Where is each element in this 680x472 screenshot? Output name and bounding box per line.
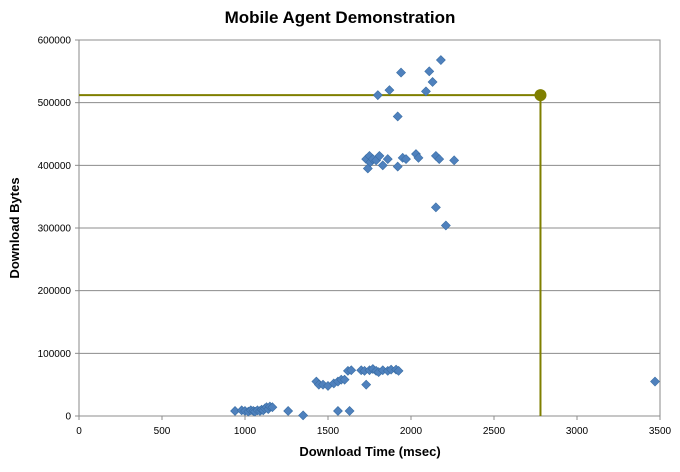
x-tick-label: 3500 [649, 426, 672, 437]
data-point [413, 152, 424, 163]
x-tick-label: 1500 [317, 426, 340, 437]
data-point [427, 77, 438, 87]
data-point [374, 151, 385, 161]
x-tick-label: 2500 [483, 426, 506, 437]
data-point [440, 220, 451, 231]
data-point [346, 365, 357, 376]
data-point [392, 161, 403, 172]
y-tick-labels: 0 100000 200000 300000 400000 500000 600000 [38, 36, 72, 423]
y-axis-label: Download Bytes [7, 177, 22, 278]
x-axis-label: Download Time (msec) [299, 444, 440, 459]
data-point [396, 67, 406, 78]
highlight-point [534, 89, 547, 102]
data-point [298, 410, 309, 421]
data-point [361, 379, 372, 390]
data-point [401, 154, 411, 164]
data-points [230, 55, 660, 421]
x-tick-label: 1000 [234, 426, 257, 437]
data-point [333, 406, 343, 416]
data-point [283, 406, 294, 416]
x-tick-label: 3000 [566, 426, 589, 437]
data-point [421, 86, 431, 97]
x-tick-labels: 0 500 1000 1500 2000 2500 3000 3500 [76, 426, 671, 437]
data-point [392, 111, 403, 122]
chart-title: Mobile Agent Demonstration [225, 8, 456, 27]
data-point [449, 155, 460, 166]
highlight-lines [79, 94, 542, 416]
data-point [393, 365, 404, 376]
data-point [382, 154, 393, 164]
y-tick-label: 0 [65, 412, 71, 423]
data-point [372, 90, 383, 101]
data-point [267, 402, 278, 413]
x-tick-label: 500 [154, 426, 171, 437]
data-point [384, 85, 395, 96]
y-tick-label: 600000 [38, 36, 72, 47]
data-point [434, 154, 445, 164]
data-point [430, 202, 441, 213]
y-tick-label: 300000 [38, 224, 72, 235]
y-tick-label: 400000 [38, 161, 72, 172]
y-tick-label: 500000 [38, 98, 72, 109]
data-point [435, 55, 446, 65]
data-point [339, 374, 350, 385]
data-point [377, 160, 388, 171]
data-point [424, 66, 435, 77]
x-tick-label: 2000 [400, 426, 423, 437]
y-tick-label: 100000 [38, 349, 72, 360]
x-tick-label: 0 [76, 426, 82, 437]
y-tick-label: 200000 [38, 286, 72, 297]
data-point [344, 406, 355, 416]
data-point [650, 376, 660, 387]
